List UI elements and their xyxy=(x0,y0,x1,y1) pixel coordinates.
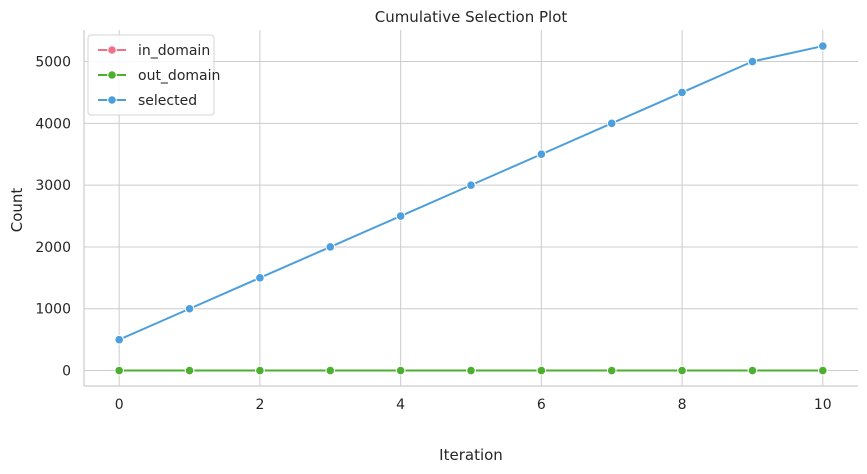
data-point-selected xyxy=(325,242,336,252)
data-point-out_domain xyxy=(255,365,265,376)
data-point-out_domain xyxy=(114,365,124,376)
x-tick-label: 4 xyxy=(396,397,405,413)
data-point-selected xyxy=(114,334,124,345)
data-point-selected xyxy=(606,118,617,129)
chart-title: Cumulative Selection Plot xyxy=(375,8,568,26)
y-tick-label: 3000 xyxy=(35,178,71,194)
data-point-out_domain xyxy=(466,365,476,376)
x-axis-label: Iteration xyxy=(439,446,503,464)
data-point-out_domain xyxy=(325,365,336,376)
data-point-selected xyxy=(818,41,828,51)
data-point-out_domain xyxy=(747,365,758,376)
x-tick-label: 0 xyxy=(115,397,124,413)
data-point-out_domain xyxy=(818,365,828,376)
data-point-out_domain xyxy=(184,365,195,376)
y-tick-label: 4000 xyxy=(35,116,71,132)
data-point-out_domain xyxy=(395,365,406,376)
legend: in_domain out_domain selected xyxy=(87,34,220,116)
data-point-selected xyxy=(466,180,476,190)
y-tick-label: 2000 xyxy=(35,240,71,256)
data-point-out_domain xyxy=(536,365,547,376)
legend-marker-selected xyxy=(107,95,117,105)
data-point-out_domain xyxy=(677,365,687,376)
y-tick-label: 0 xyxy=(62,364,71,380)
data-point-selected xyxy=(255,273,265,283)
legend-label-selected: selected xyxy=(138,93,197,109)
y-axis-label: Count xyxy=(8,188,26,233)
y-tick-label: 5000 xyxy=(35,55,71,71)
series-line-selected xyxy=(118,45,824,341)
x-tick-label: 6 xyxy=(537,397,546,413)
x-tick-label: 2 xyxy=(255,397,264,413)
data-point-selected xyxy=(536,149,547,160)
legend-frame xyxy=(87,34,215,116)
data-point-selected xyxy=(677,87,687,98)
points-layer xyxy=(114,41,828,376)
x-tick-label: 10 xyxy=(814,397,832,413)
legend-label-in_domain: in_domain xyxy=(138,43,210,59)
data-point-selected xyxy=(184,303,195,314)
legend-label-out_domain: out_domain xyxy=(138,68,220,84)
data-point-selected xyxy=(395,211,406,221)
data-point-out_domain xyxy=(606,365,617,376)
y-tick-label: 1000 xyxy=(35,302,71,318)
axes-layer: 0 2 4 6 8 10 0 1000 2000 3000 4000 5000 xyxy=(35,30,858,413)
data-point-selected xyxy=(747,56,758,67)
legend-marker-in_domain xyxy=(107,45,117,55)
series-layer xyxy=(118,45,824,372)
x-tick-label: 8 xyxy=(678,397,687,413)
legend-marker-out_domain xyxy=(107,70,117,80)
legend-items: in_domain out_domain selected xyxy=(98,43,220,109)
